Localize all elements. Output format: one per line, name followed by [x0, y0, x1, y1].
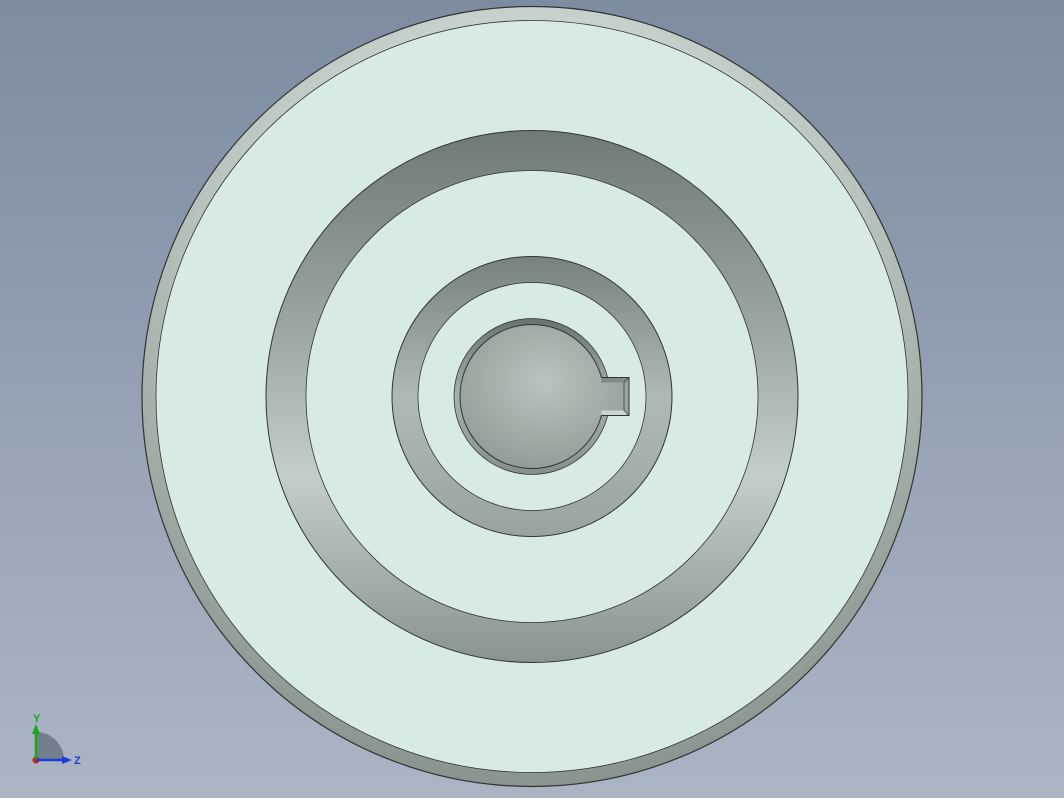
triad-svg: Y Z: [16, 710, 86, 780]
cad-viewport[interactable]: Y Z: [0, 0, 1064, 798]
pulley-svg: [132, 0, 932, 797]
view-triad[interactable]: Y Z: [16, 710, 86, 780]
keyway-back-face: [624, 378, 629, 416]
triad-z-arrow: [62, 756, 72, 764]
cad-model[interactable]: [132, 0, 932, 802]
triad-plane: [36, 732, 64, 760]
triad-y-arrow: [32, 724, 40, 734]
triad-z-label: Z: [74, 755, 81, 767]
triad-y-label: Y: [33, 713, 41, 725]
